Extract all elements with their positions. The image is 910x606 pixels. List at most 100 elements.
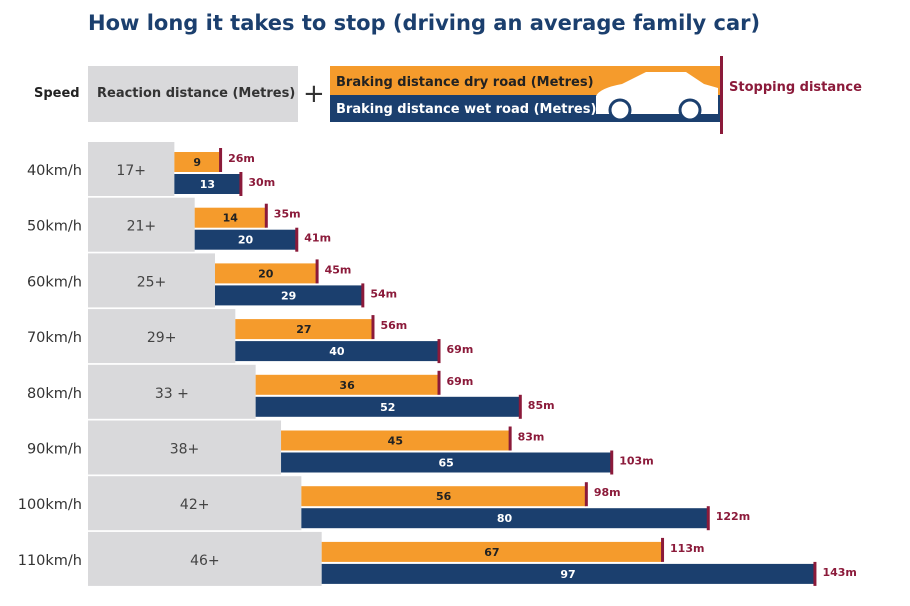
wet-stopping-label: 85m xyxy=(528,399,555,412)
dry-stopping-label: 113m xyxy=(670,542,704,555)
wet-bar xyxy=(174,174,241,194)
speed-label: 100km/h xyxy=(18,497,82,513)
speed-label: 90km/h xyxy=(27,442,82,458)
wet-value-label: 40 xyxy=(329,345,345,358)
dry-bar xyxy=(301,486,586,507)
dry-stopping-label: 35m xyxy=(274,208,301,221)
dry-stop-marker xyxy=(315,259,319,284)
speed-label: 70km/h xyxy=(27,330,82,346)
dry-stop-marker xyxy=(219,148,223,172)
speed-label: 60km/h xyxy=(27,274,82,290)
dry-stop-marker xyxy=(508,426,512,451)
reaction-bar xyxy=(88,253,215,308)
legend-plus: + xyxy=(303,79,325,109)
wet-bar xyxy=(255,396,520,417)
legend-reaction: Reaction distance (Metres) xyxy=(97,86,295,101)
legend-dry: Braking distance dry road (Metres) xyxy=(336,75,594,90)
reaction-label: 46+ xyxy=(190,553,220,569)
wet-stop-marker xyxy=(706,506,710,531)
dry-bar xyxy=(215,263,317,284)
dry-stopping-label: 45m xyxy=(325,263,352,276)
speed-label: 40km/h xyxy=(27,163,82,179)
chart-title: How long it takes to stop (driving an av… xyxy=(88,11,760,35)
wet-bar xyxy=(215,285,363,306)
wet-stop-marker xyxy=(610,450,614,475)
wet-stopping-label: 143m xyxy=(822,566,856,579)
wet-stop-marker xyxy=(361,283,365,308)
reaction-label: 29+ xyxy=(147,330,177,346)
dry-bar xyxy=(281,430,510,451)
reaction-label: 42+ xyxy=(180,497,210,513)
reaction-bar xyxy=(88,420,282,475)
wet-value-label: 97 xyxy=(560,568,575,581)
dry-stop-marker xyxy=(371,315,375,340)
legend-stopping: Stopping distance xyxy=(729,80,862,95)
wet-bar xyxy=(321,563,815,584)
dry-bar xyxy=(235,319,373,340)
dry-stopping-label: 69m xyxy=(447,375,474,388)
dry-value-label: 20 xyxy=(258,267,274,280)
reaction-bar xyxy=(88,309,236,364)
wet-value-label: 65 xyxy=(438,457,453,470)
dry-value-label: 67 xyxy=(484,546,499,559)
dry-stopping-label: 56m xyxy=(380,319,407,332)
dry-value-label: 56 xyxy=(436,490,452,503)
wet-stopping-label: 69m xyxy=(447,343,474,356)
reaction-label: 25+ xyxy=(137,274,167,290)
wet-bar xyxy=(281,452,612,473)
dry-stop-marker xyxy=(264,203,268,228)
wet-stopping-label: 41m xyxy=(304,232,331,245)
reaction-bar xyxy=(88,197,195,252)
chart-rows: 40km/h 17+ 9 26m 13 30m 50km/h 21+ 14 35m 20 41m 60k… xyxy=(18,142,857,586)
wet-stopping-label: 103m xyxy=(619,455,653,468)
speed-label: 80km/h xyxy=(27,386,82,402)
wet-value-label: 29 xyxy=(281,289,296,302)
reaction-bar xyxy=(88,476,302,531)
dry-value-label: 27 xyxy=(296,323,311,336)
legend: Speed Reaction distance (Metres) + Braki… xyxy=(34,56,862,134)
wet-value-label: 20 xyxy=(238,234,254,247)
wet-bar xyxy=(194,229,297,250)
reaction-label: 38+ xyxy=(170,442,200,458)
reaction-label: 17+ xyxy=(116,163,146,179)
dry-stopping-label: 26m xyxy=(228,152,255,165)
dry-bar xyxy=(194,207,266,228)
wet-stopping-label: 122m xyxy=(716,510,750,523)
legend-speed: Speed xyxy=(34,86,80,101)
dry-stopping-label: 83m xyxy=(518,431,545,444)
reaction-bar xyxy=(88,531,322,586)
dry-stop-marker xyxy=(584,482,588,507)
wet-value-label: 13 xyxy=(200,178,215,191)
legend-reaction-swatch xyxy=(88,66,298,122)
dry-stopping-label: 98m xyxy=(594,486,621,499)
dry-bar xyxy=(174,152,221,172)
wet-bar xyxy=(235,341,439,362)
wet-stop-marker xyxy=(518,394,522,419)
dry-value-label: 9 xyxy=(193,156,201,169)
wet-value-label: 80 xyxy=(497,512,513,525)
speed-label: 110km/h xyxy=(18,553,82,569)
wet-stopping-label: 54m xyxy=(370,287,397,300)
wet-stop-marker xyxy=(239,172,243,196)
legend-wet: Braking distance wet road (Metres) xyxy=(336,102,596,117)
reaction-bar xyxy=(88,142,175,196)
wet-stop-marker xyxy=(295,227,299,252)
dry-bar xyxy=(321,541,663,562)
wet-stop-marker xyxy=(813,561,817,586)
car-icon xyxy=(596,72,718,122)
dry-stop-marker xyxy=(661,537,665,562)
wet-stop-marker xyxy=(437,339,441,364)
wet-bar xyxy=(301,508,708,529)
dry-stop-marker xyxy=(437,370,441,395)
reaction-label: 21+ xyxy=(127,219,157,235)
dry-value-label: 45 xyxy=(388,435,403,448)
speed-label: 50km/h xyxy=(27,219,82,235)
reaction-label: 33 + xyxy=(155,386,189,402)
dry-value-label: 14 xyxy=(223,212,239,225)
dry-bar xyxy=(255,374,439,395)
wet-value-label: 52 xyxy=(380,401,395,414)
legend-stop-marker xyxy=(720,56,723,134)
dry-value-label: 36 xyxy=(339,379,355,392)
reaction-bar xyxy=(88,364,256,419)
